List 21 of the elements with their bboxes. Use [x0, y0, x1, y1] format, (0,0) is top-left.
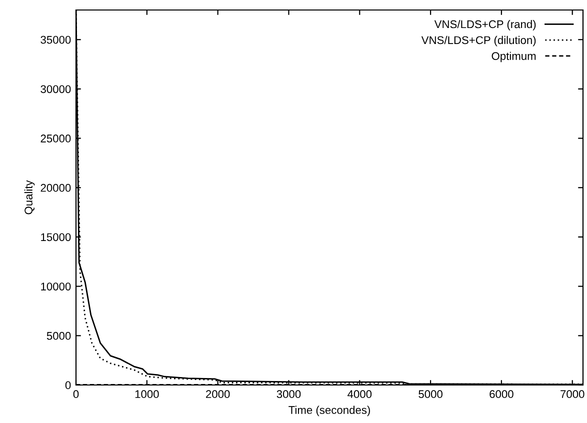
y-tick-label: 20000	[40, 184, 71, 192]
y-tick-label: 5000	[46, 332, 71, 340]
y-tick-label: 15000	[41, 233, 71, 242]
x-tick-label: 5000	[418, 390, 442, 398]
y-tick-label: 10000	[41, 282, 71, 290]
legend-label: VNS/LDS+CP (dilution)	[421, 36, 536, 46]
legend-label: Optimum	[492, 52, 536, 62]
y-tick-label: 35000	[40, 36, 71, 44]
x-tick-label: 2000	[206, 390, 230, 398]
y-axis-title: Quality	[24, 180, 35, 214]
x-tick-label: 3000	[276, 390, 301, 398]
x-tick-label: 4000	[348, 390, 372, 398]
legend-label: VNS/LDS+CP (rand)	[434, 20, 536, 30]
x-axis-title: Time (secondes)	[288, 406, 370, 416]
x-tick-label: 6000	[490, 390, 514, 398]
x-tick-label: 1000	[135, 390, 159, 398]
x-tick-label: 7000	[560, 390, 584, 398]
y-tick-label: 30000	[40, 85, 71, 94]
y-tick-label: 0	[65, 381, 71, 390]
y-tick-label: 25000	[40, 134, 71, 142]
x-tick-label: 0	[73, 390, 79, 398]
